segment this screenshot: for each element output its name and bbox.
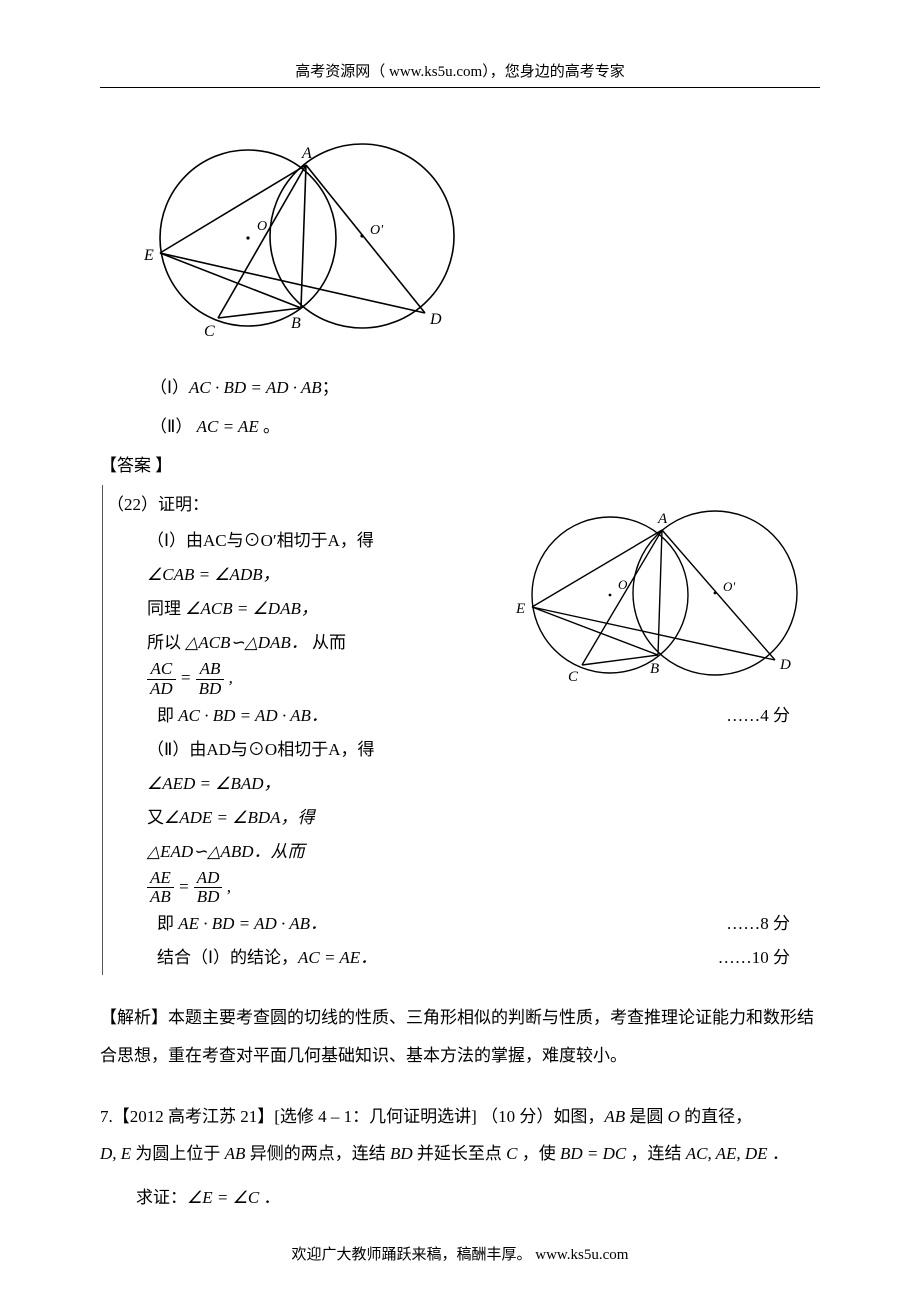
score-10: ……10 分 [718,941,790,975]
svg-text:D: D [779,657,791,673]
proof-l5: 即 AC · BD = AD · AB． ……4 分 [157,699,820,733]
label-Oprime: O' [370,223,384,238]
part-2-statement: （Ⅱ） AC = AE 。 [150,407,820,446]
proof-l10: 即 AE · BD = AD · AB． ……8 分 [157,907,820,941]
part-1-statement: （Ⅰ）AC · BD = AD · AB； [150,368,820,407]
svg-text:A: A [657,511,668,527]
label-B: B [291,315,301,332]
label-A: A [301,145,312,162]
svg-text:E: E [515,601,525,617]
label-E: E [143,247,154,264]
svg-text:B: B [650,661,659,677]
label-O: O [257,219,267,234]
proof-l11: 结合（Ⅰ）的结论，AC = AE． ……10 分 [157,941,820,975]
page-header: 高考资源网（ www.ks5u.com），您身边的高考专家 [100,60,820,88]
geometry-diagram-1: A B C D E O O' [140,128,820,348]
answer-label: 【答案 】 [100,446,820,485]
proof-l9: △EAD∽△ABD．从而 [147,835,820,869]
score-8: ……8 分 [726,907,790,941]
proof-l8: 又∠ADE = ∠BDA，得 [147,801,820,835]
svg-text:O: O [618,577,628,592]
question-7: 7.【2012 高考江苏 21】[选修 4 – 1：几何证明选讲] （10 分）… [100,1098,820,1173]
geometry-diagram-2: A B C D E O O' [510,495,810,695]
proof-l6: （Ⅱ）由AD与⊙O相切于A，得 [147,733,820,767]
question-7-prove: 求证：∠E = ∠C ． [136,1181,820,1215]
svg-text:C: C [568,669,579,685]
label-C: C [204,323,215,340]
proof-frac2: AEAB = ADBD , [147,869,820,907]
page-footer: 欢迎广大教师踊跃来稿，稿酬丰厚。 www.ks5u.com [0,1243,920,1264]
svg-text:O': O' [723,579,735,594]
analysis-block: 【解析】本题主要考查圆的切线的性质、三角形相似的判断与性质，考查推理论证能力和数… [100,999,820,1074]
label-D: D [429,311,442,328]
score-4: ……4 分 [726,699,790,733]
proof-block: A B C D E O O' （22）证明： （Ⅰ）由AC与⊙O′相切于A，得 … [102,485,820,975]
proof-l7: ∠AED = ∠BAD， [147,767,820,801]
